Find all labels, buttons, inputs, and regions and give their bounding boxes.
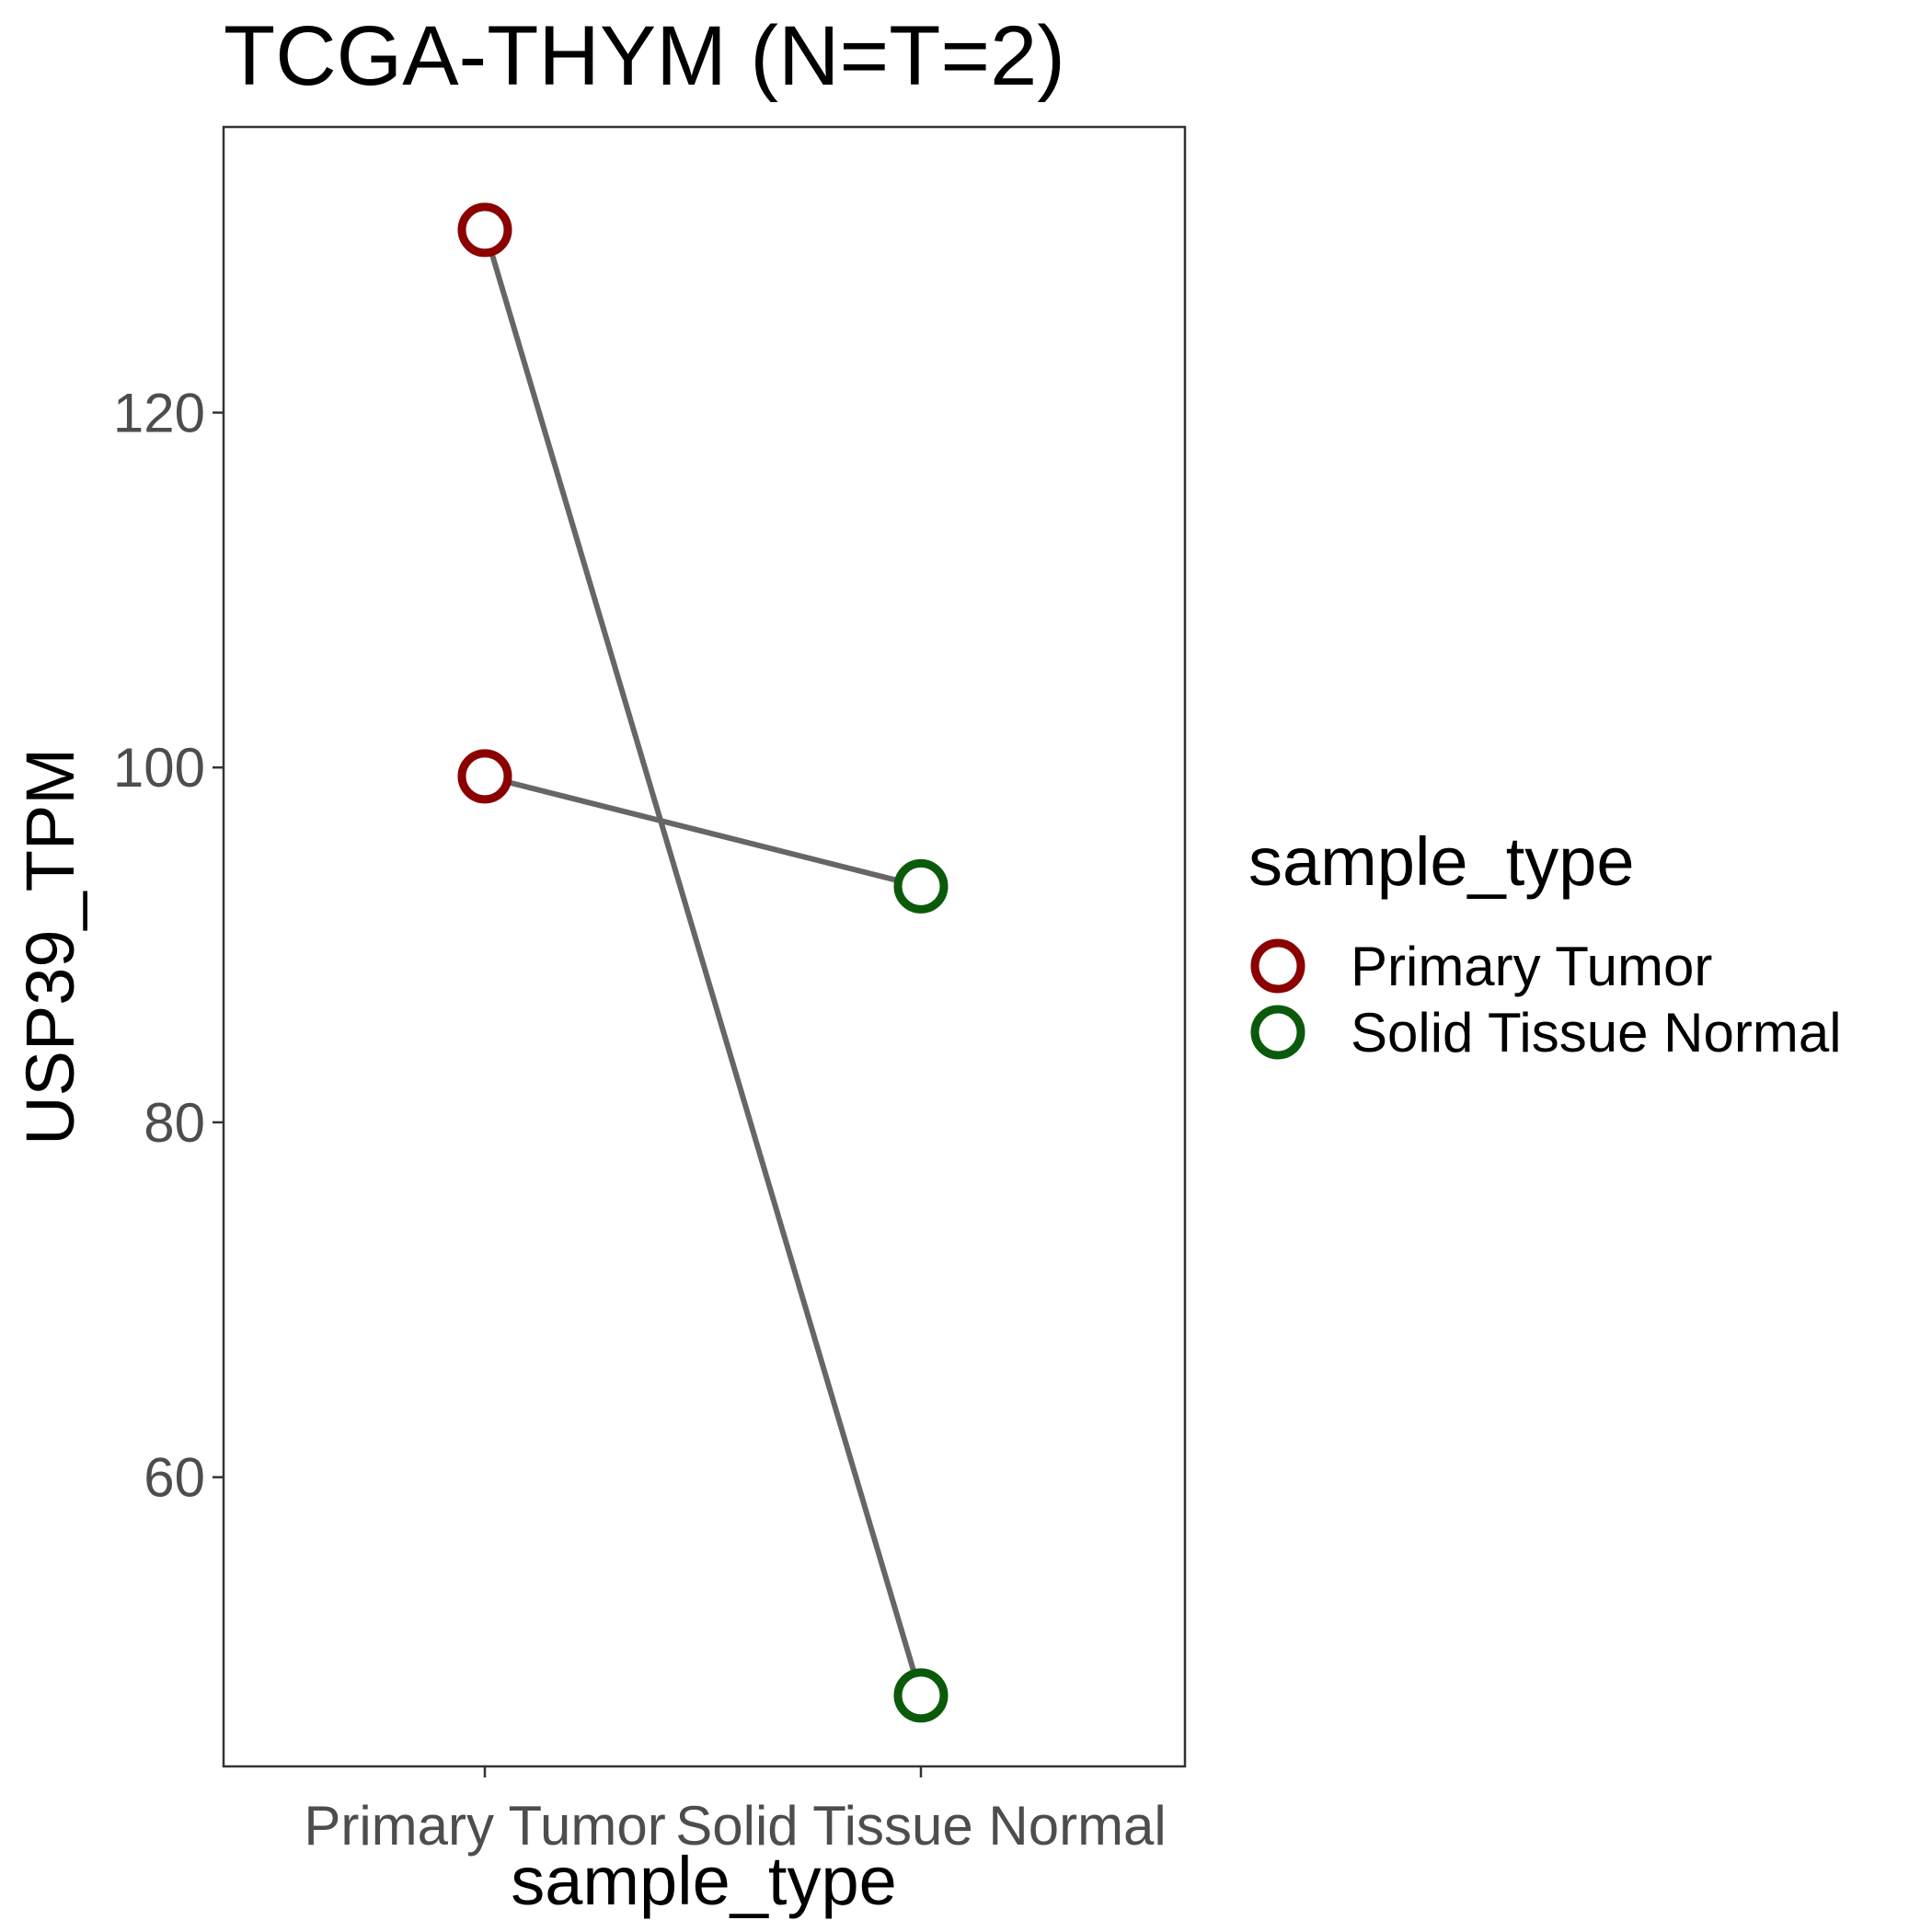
y-axis: 60 80 100 120 (113, 383, 224, 1509)
y-axis-title: USP39_TPM (12, 748, 88, 1145)
legend-key (1250, 1005, 1305, 1060)
legend-key (1250, 938, 1305, 994)
legend-label: Solid Tissue Normal (1351, 1002, 1842, 1064)
x-tick-label: Primary Tumor (304, 1795, 665, 1857)
legend-title: sample_type (1248, 823, 1635, 900)
y-tick-label: 80 (144, 1092, 205, 1154)
data-point (893, 1668, 949, 1723)
series-layer (457, 202, 949, 1723)
chart-title: TCGA-THYM (N=T=2) (224, 9, 1065, 103)
data-point (457, 749, 512, 804)
legend-label: Primary Tumor (1351, 936, 1712, 997)
x-axis: Primary Tumor Solid Tissue Normal (304, 1766, 1167, 1857)
y-tick-label: 60 (144, 1447, 205, 1509)
y-tick-label: 100 (113, 737, 205, 799)
data-point (457, 202, 512, 258)
pair-line (482, 229, 924, 1696)
y-tick-label: 120 (113, 383, 205, 444)
pair-line (484, 773, 922, 890)
plot-panel (222, 125, 1187, 1768)
data-point (893, 858, 949, 914)
x-axis-title: sample_type (511, 1843, 897, 1919)
x-tick-label: Solid Tissue Normal (675, 1795, 1167, 1857)
